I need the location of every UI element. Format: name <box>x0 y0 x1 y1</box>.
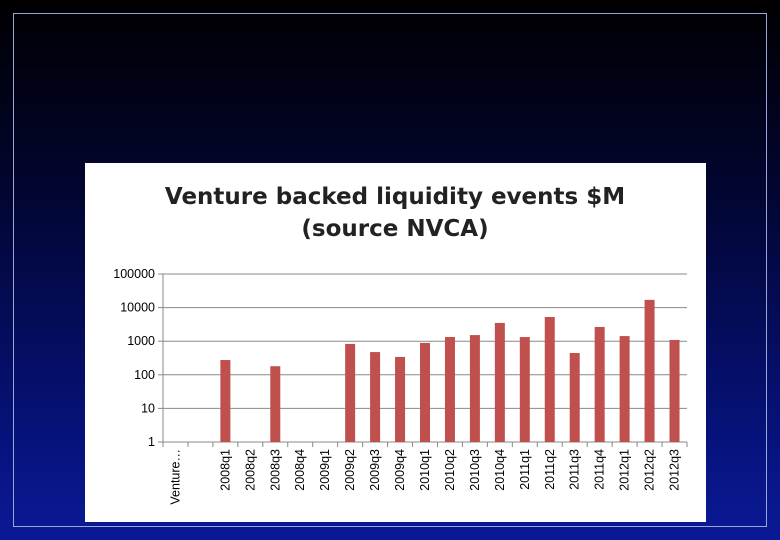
x-tick-label: 2010q1 <box>418 449 432 491</box>
x-tick-label: 2012q3 <box>668 449 682 491</box>
x-tick-label: 2008q4 <box>293 449 307 491</box>
bar <box>544 317 555 442</box>
x-tick-label: 2008q3 <box>268 449 282 491</box>
y-tick-label: 100 <box>134 368 155 382</box>
chart-panel: Venture backed liquidity events $M (sour… <box>85 163 706 522</box>
chart-title: Venture backed liquidity events $M (sour… <box>164 184 626 242</box>
slide-frame <box>13 13 767 527</box>
bar <box>420 342 430 442</box>
x-tick-label: 2010q4 <box>493 449 507 491</box>
chart: 1 10 100 1000 10000 100000 Venture… 2008q1 2008q… <box>113 267 688 505</box>
bar <box>370 352 381 442</box>
bar <box>469 335 480 442</box>
x-tick-label: 2009q3 <box>368 449 382 491</box>
bar <box>569 353 580 442</box>
x-tick-label: 2008q1 <box>218 449 232 491</box>
bar <box>519 337 530 442</box>
bar <box>220 360 231 442</box>
y-tick-label: 1 <box>148 435 155 449</box>
bar <box>594 326 605 442</box>
y-tick-label: 1000 <box>127 334 155 348</box>
x-tick-label: 2011q4 <box>593 449 607 490</box>
y-tick-label: 10 <box>141 401 155 415</box>
x-tick-label: 2009q1 <box>318 449 332 491</box>
x-tick-label: 2010q3 <box>468 449 482 491</box>
x-tick-label: 2011q1 <box>518 449 532 490</box>
x-tick-label: Venture… <box>168 449 182 505</box>
y-tick-label: 10000 <box>120 301 155 315</box>
x-tick-label: 2009q2 <box>343 449 357 491</box>
bar <box>444 337 455 442</box>
bar <box>395 356 406 442</box>
bar <box>644 299 655 442</box>
x-tick-label: 2008q2 <box>243 449 257 491</box>
x-tick-label: 2012q2 <box>643 449 657 491</box>
x-tick-label: 2009q4 <box>393 449 407 491</box>
bar <box>345 343 356 442</box>
x-tick-label: 2012q1 <box>618 449 632 491</box>
bar <box>619 336 630 442</box>
x-tick-label: 2011q2 <box>543 449 557 490</box>
bar <box>494 322 505 442</box>
x-tick-label: 2010q2 <box>443 449 457 491</box>
y-tick-label: 100000 <box>113 267 155 281</box>
bar <box>669 339 680 442</box>
bar <box>270 366 281 442</box>
x-tick-label: 2011q3 <box>568 449 582 490</box>
